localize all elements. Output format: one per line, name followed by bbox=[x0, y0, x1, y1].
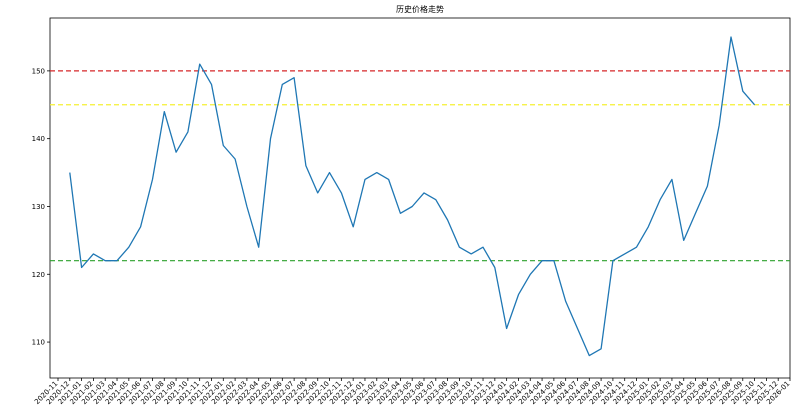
price-line bbox=[69, 36, 756, 357]
y-tick-label: 150 bbox=[32, 67, 45, 75]
y-tick-label: 140 bbox=[32, 135, 45, 143]
plot-frame bbox=[49, 17, 791, 379]
y-tick-label: 110 bbox=[32, 339, 45, 347]
y-tick-label: 120 bbox=[32, 271, 45, 279]
chart-title: 历史价格走势 bbox=[396, 4, 444, 14]
y-tick-label: 130 bbox=[32, 203, 45, 211]
